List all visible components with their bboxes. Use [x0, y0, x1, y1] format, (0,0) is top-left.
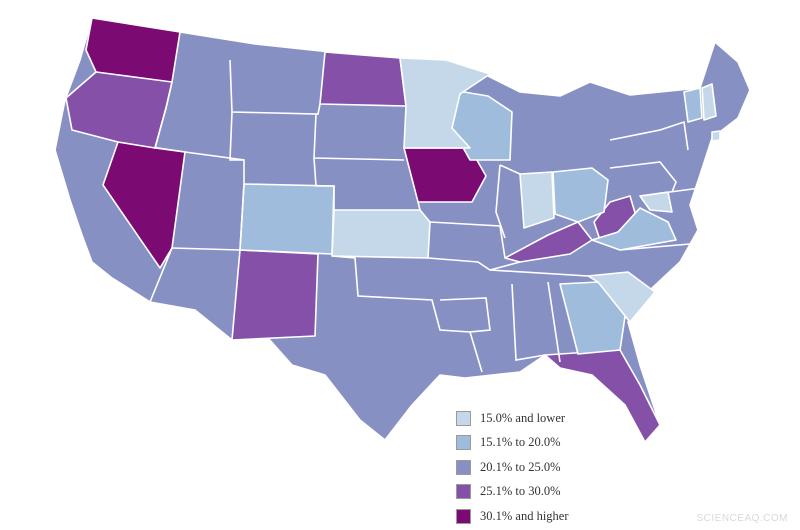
state-colorado: [239, 183, 335, 255]
legend-swatch: [456, 508, 471, 524]
watermark: SCIENCEAQ.COM: [696, 513, 788, 524]
legend-swatch: [456, 410, 471, 426]
state-south-carolina: [587, 271, 656, 323]
state-rhode-island: [711, 130, 721, 142]
legend-label: 15.1% to 20.0%: [480, 435, 561, 450]
legend-label: 20.1% to 25.0%: [480, 459, 561, 474]
legend-swatch: [456, 435, 471, 451]
state-new-hampshire: [701, 83, 717, 121]
legend-swatch: [456, 459, 471, 475]
state-vermont: [683, 87, 703, 123]
state-new-mexico: [231, 249, 319, 341]
state-florida: [544, 349, 661, 443]
legend-item: 15.0% and lower: [456, 406, 656, 431]
legend: 15.0% and lower 15.1% to 20.0% 20.1% to …: [456, 406, 656, 529]
legend-item: 20.1% to 25.0%: [456, 455, 656, 480]
legend-item: 15.1% to 20.0%: [456, 431, 656, 456]
state-indiana: [519, 171, 555, 229]
state-georgia: [559, 281, 627, 355]
state-north-dakota: [319, 51, 407, 107]
state-minnesota: [399, 57, 491, 149]
state-boundaries: [111, 59, 701, 373]
state-kansas: [331, 209, 431, 259]
legend-label: 30.1% and higher: [480, 508, 569, 523]
legend-label: 25.1% to 30.0%: [480, 484, 561, 499]
legend-label: 15.0% and lower: [480, 410, 566, 425]
legend-item: 25.1% to 30.0%: [456, 480, 656, 505]
legend-item: 30.1% and higher: [456, 504, 656, 529]
state-ohio: [552, 167, 609, 223]
legend-swatch: [456, 484, 471, 500]
